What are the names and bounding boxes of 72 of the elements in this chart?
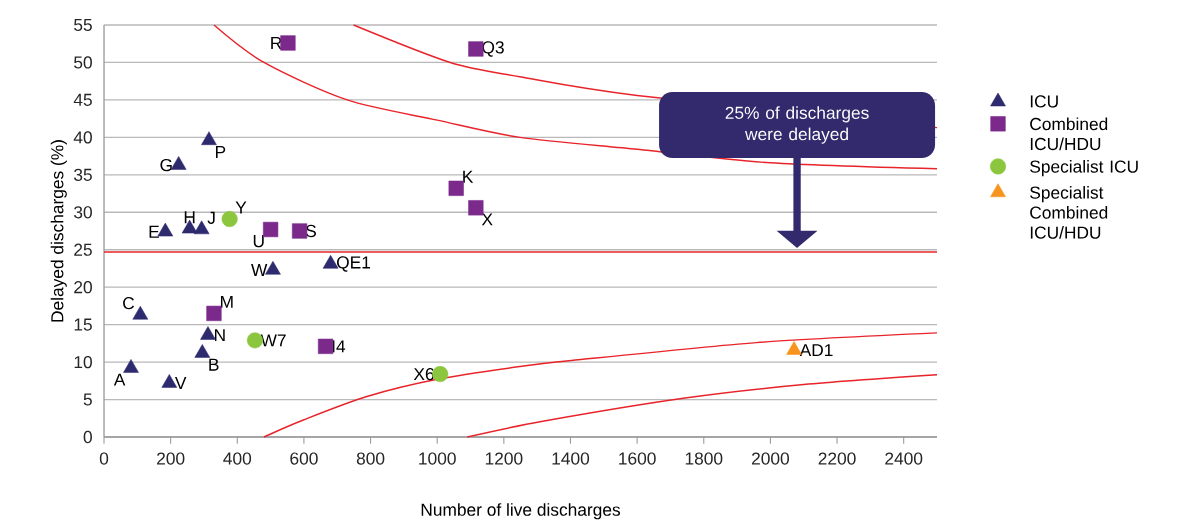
x-tick-label: 0 [99,452,109,465]
annotation: A [113,373,126,386]
point [280,35,296,51]
line-series [263,332,938,438]
annotation: Q3 [482,41,504,57]
x-axis-title: Number of live discharges [421,503,621,520]
annotation: G [160,158,172,172]
x-tick-label: 800 [356,452,385,465]
point [206,305,222,322]
y-axis-title: Delayed discharges (%) [50,140,67,322]
x-tick-label: 2000 [752,452,790,465]
line-series [466,374,938,438]
point [132,305,149,320]
annotation: V [175,377,187,390]
annotation: C [123,297,135,310]
legend-label: Specialist ICU [1030,159,1138,177]
y-tick-label: 0 [83,430,92,444]
point [468,200,484,216]
y-tick-label: 10 [74,355,92,369]
point [246,332,263,349]
point [221,211,238,228]
legend-label: Combined ICU/HDU [1030,117,1108,151]
annotation: QE1 [337,256,371,272]
annotation: W [251,264,268,276]
y-tick-label: 25 [74,243,92,256]
annotation: Y [235,201,247,214]
annotation: H [184,211,195,224]
y-tick-label: 5 [83,393,92,406]
x-tick-label: 600 [290,452,318,465]
annotation: 25% of discharges were delayed [725,106,869,144]
y-tick-label: 45 [73,93,92,106]
point [123,359,139,373]
y-tick-label: 40 [73,131,92,144]
point [170,156,187,170]
annotation: J [207,211,215,224]
x-tick-label: 1400 [552,452,590,465]
x-tick-label: 2400 [885,452,923,465]
annotation: M [220,295,233,308]
x-tick-label: 1200 [485,452,523,465]
point [265,261,281,275]
y-tick-label: 35 [74,168,92,181]
point [468,41,484,57]
point [200,326,216,340]
line-series [213,24,938,170]
point [786,341,802,355]
legend-label: Specialist Combined ICU/HDU [1030,186,1108,239]
y-tick-label: 20 [74,281,92,294]
annotation: E [149,225,159,238]
point [157,222,174,237]
y-tick-label: 55 [74,18,92,32]
annotation: K [463,170,474,183]
annotation: U [253,235,264,248]
y-tick-label: 30 [74,206,92,219]
y-tick-label: 50 [74,56,92,69]
point [201,131,217,145]
annotation: N [214,329,225,342]
x-tick-label: 400 [223,452,252,465]
point [194,344,211,358]
x-tick-label: 200 [157,452,185,465]
annotation: P [215,145,226,158]
point [263,221,279,238]
x-tick-label: 2200 [818,452,856,465]
y-tick-label: 15 [74,318,92,331]
x-tick-label: 1600 [619,452,656,465]
annotation: X [481,213,493,226]
point [317,338,334,354]
point [448,180,464,196]
x-tick-label: 1800 [685,452,723,465]
annotation: B [209,358,219,371]
annotation: AD1 [799,344,833,357]
x-tick-label: 1000 [419,452,456,465]
legend-label: ICU [1030,95,1058,108]
